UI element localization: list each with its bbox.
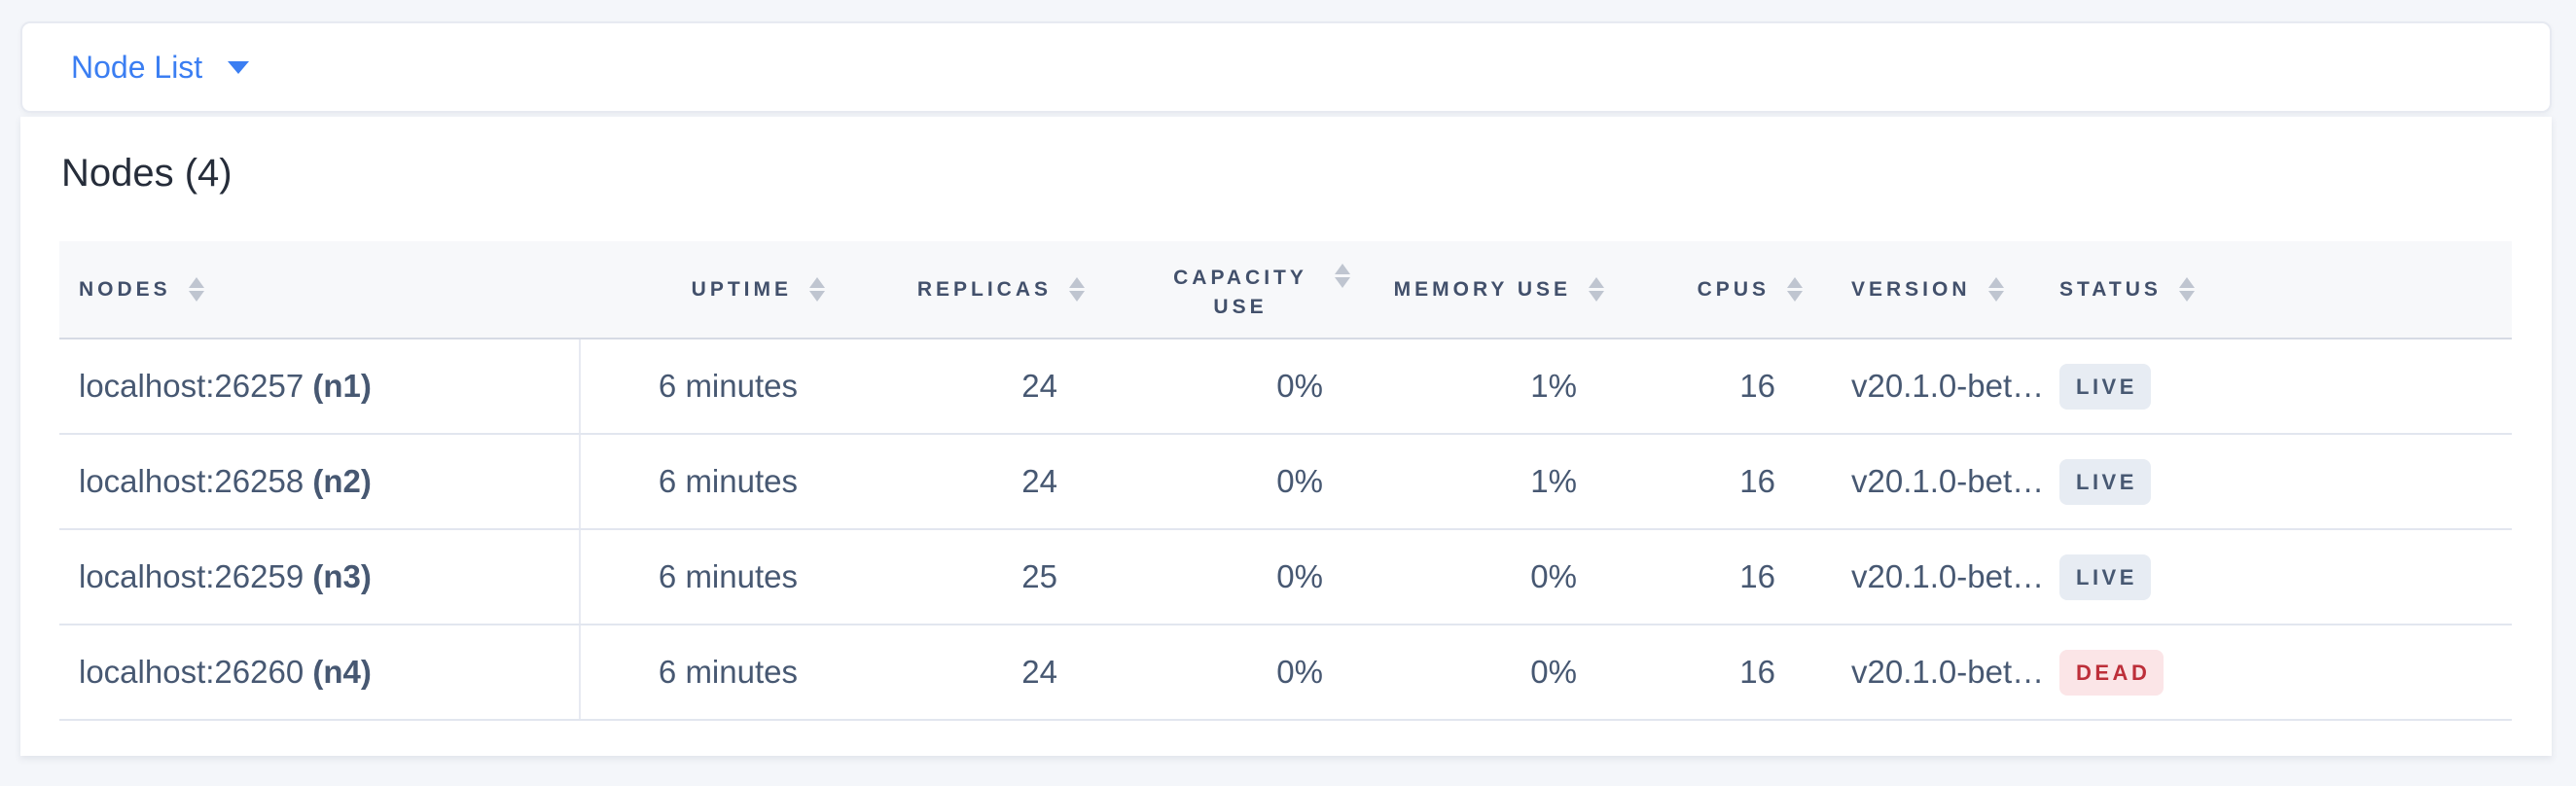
version-cell: v20.1.0-bet… bbox=[1810, 529, 2046, 625]
column-header-label: UPTIME bbox=[691, 277, 792, 301]
status-badge: LIVE bbox=[2059, 458, 2151, 505]
node-id: (n2) bbox=[312, 463, 372, 499]
sort-icon bbox=[2178, 277, 2195, 302]
column-header-label: CPUS bbox=[1697, 277, 1770, 301]
column-header-label: VERSION bbox=[1851, 277, 1971, 301]
sort-icon bbox=[1787, 277, 1803, 302]
replicas-cell: 25 bbox=[833, 529, 1092, 625]
sort-icon bbox=[188, 277, 204, 302]
cpus-cell: 16 bbox=[1612, 529, 1810, 625]
capacity-use-cell: 0% bbox=[1092, 625, 1358, 721]
node-list-table: NODES UPTIME REPLICAS bbox=[59, 241, 2512, 721]
cpus-cell: 16 bbox=[1612, 339, 1810, 435]
table-header-row: NODES UPTIME REPLICAS bbox=[59, 241, 2512, 339]
uptime-cell: 6 minutes bbox=[580, 434, 833, 530]
node-address-cell: localhost:26257 (n1) bbox=[59, 339, 581, 435]
column-header-capacity-use[interactable]: CAPACITY USE bbox=[1092, 241, 1358, 339]
column-header-status[interactable]: STATUS bbox=[2046, 241, 2512, 339]
view-dropdown[interactable]: Node List bbox=[71, 50, 250, 85]
node-id: (n3) bbox=[312, 558, 372, 594]
uptime-cell: 6 minutes bbox=[580, 529, 833, 625]
sort-icon bbox=[1335, 264, 1350, 288]
column-header-label: MEMORY USE bbox=[1393, 277, 1571, 301]
column-header-nodes[interactable]: NODES bbox=[59, 241, 580, 339]
table-row[interactable]: localhost:26259 (n3) 6 minutes 25 0% 0% … bbox=[59, 529, 2512, 625]
version-cell: v20.1.0-bet… bbox=[1810, 434, 2046, 530]
replicas-cell: 24 bbox=[833, 434, 1092, 530]
page: Node List Nodes (4) NODES bbox=[20, 21, 2552, 756]
memory-use-cell: 1% bbox=[1358, 434, 1612, 530]
replicas-cell: 24 bbox=[833, 625, 1092, 721]
node-address: localhost:26259 bbox=[79, 558, 304, 594]
cpus-cell: 16 bbox=[1612, 625, 1810, 721]
node-address: localhost:26260 bbox=[79, 654, 304, 690]
memory-use-cell: 0% bbox=[1358, 625, 1612, 721]
node-id: (n1) bbox=[312, 368, 372, 404]
cpus-cell: 16 bbox=[1612, 434, 1810, 530]
node-address-cell: localhost:26258 (n2) bbox=[59, 434, 581, 530]
status-cell: LIVE bbox=[2046, 339, 2512, 435]
sort-icon bbox=[1589, 277, 1604, 302]
status-badge: LIVE bbox=[2059, 363, 2151, 410]
node-address-cell: localhost:26260 (n4) bbox=[59, 625, 581, 721]
table-row[interactable]: localhost:26260 (n4) 6 minutes 24 0% 0% … bbox=[59, 625, 2512, 721]
column-header-version[interactable]: VERSION bbox=[1810, 241, 2046, 339]
column-header-label: STATUS bbox=[2059, 277, 2162, 301]
column-header-replicas[interactable]: REPLICAS bbox=[833, 241, 1092, 339]
view-selector-bar: Node List bbox=[20, 21, 2552, 113]
replicas-cell: 24 bbox=[833, 339, 1092, 435]
uptime-cell: 6 minutes bbox=[580, 625, 833, 721]
column-header-memory-use[interactable]: MEMORY USE bbox=[1358, 241, 1612, 339]
column-header-label: CAPACITY USE bbox=[1173, 267, 1307, 318]
version-cell: v20.1.0-bet… bbox=[1810, 339, 2046, 435]
uptime-cell: 6 minutes bbox=[580, 339, 833, 435]
sort-icon bbox=[1987, 277, 2004, 302]
capacity-use-cell: 0% bbox=[1092, 339, 1358, 435]
memory-use-cell: 0% bbox=[1358, 529, 1612, 625]
column-header-label: NODES bbox=[79, 277, 171, 301]
node-address-cell: localhost:26259 (n3) bbox=[59, 529, 581, 625]
sort-icon bbox=[1069, 277, 1085, 302]
version-cell: v20.1.0-bet… bbox=[1810, 625, 2046, 721]
table-row[interactable]: localhost:26258 (n2) 6 minutes 24 0% 1% … bbox=[59, 434, 2512, 530]
capacity-use-cell: 0% bbox=[1092, 529, 1358, 625]
chevron-down-icon bbox=[228, 60, 250, 74]
status-cell: LIVE bbox=[2046, 434, 2512, 530]
column-header-uptime[interactable]: UPTIME bbox=[580, 241, 833, 339]
status-badge: DEAD bbox=[2059, 649, 2165, 696]
node-address: localhost:26257 bbox=[79, 368, 304, 404]
sort-icon bbox=[809, 277, 825, 302]
node-address: localhost:26258 bbox=[79, 463, 304, 499]
column-header-cpus[interactable]: CPUS bbox=[1612, 241, 1810, 339]
view-dropdown-label: Node List bbox=[71, 50, 203, 85]
column-header-label: REPLICAS bbox=[916, 277, 1052, 301]
node-id: (n4) bbox=[312, 654, 372, 690]
memory-use-cell: 1% bbox=[1358, 339, 1612, 435]
table-row[interactable]: localhost:26257 (n1) 6 minutes 24 0% 1% … bbox=[59, 339, 2512, 435]
status-cell: DEAD bbox=[2046, 625, 2512, 721]
status-badge: LIVE bbox=[2059, 554, 2151, 600]
capacity-use-cell: 0% bbox=[1092, 434, 1358, 530]
nodes-summary-title: Nodes (4) bbox=[61, 152, 233, 195]
status-cell: LIVE bbox=[2046, 529, 2512, 625]
nodes-card: Nodes (4) NODES bbox=[20, 117, 2552, 756]
